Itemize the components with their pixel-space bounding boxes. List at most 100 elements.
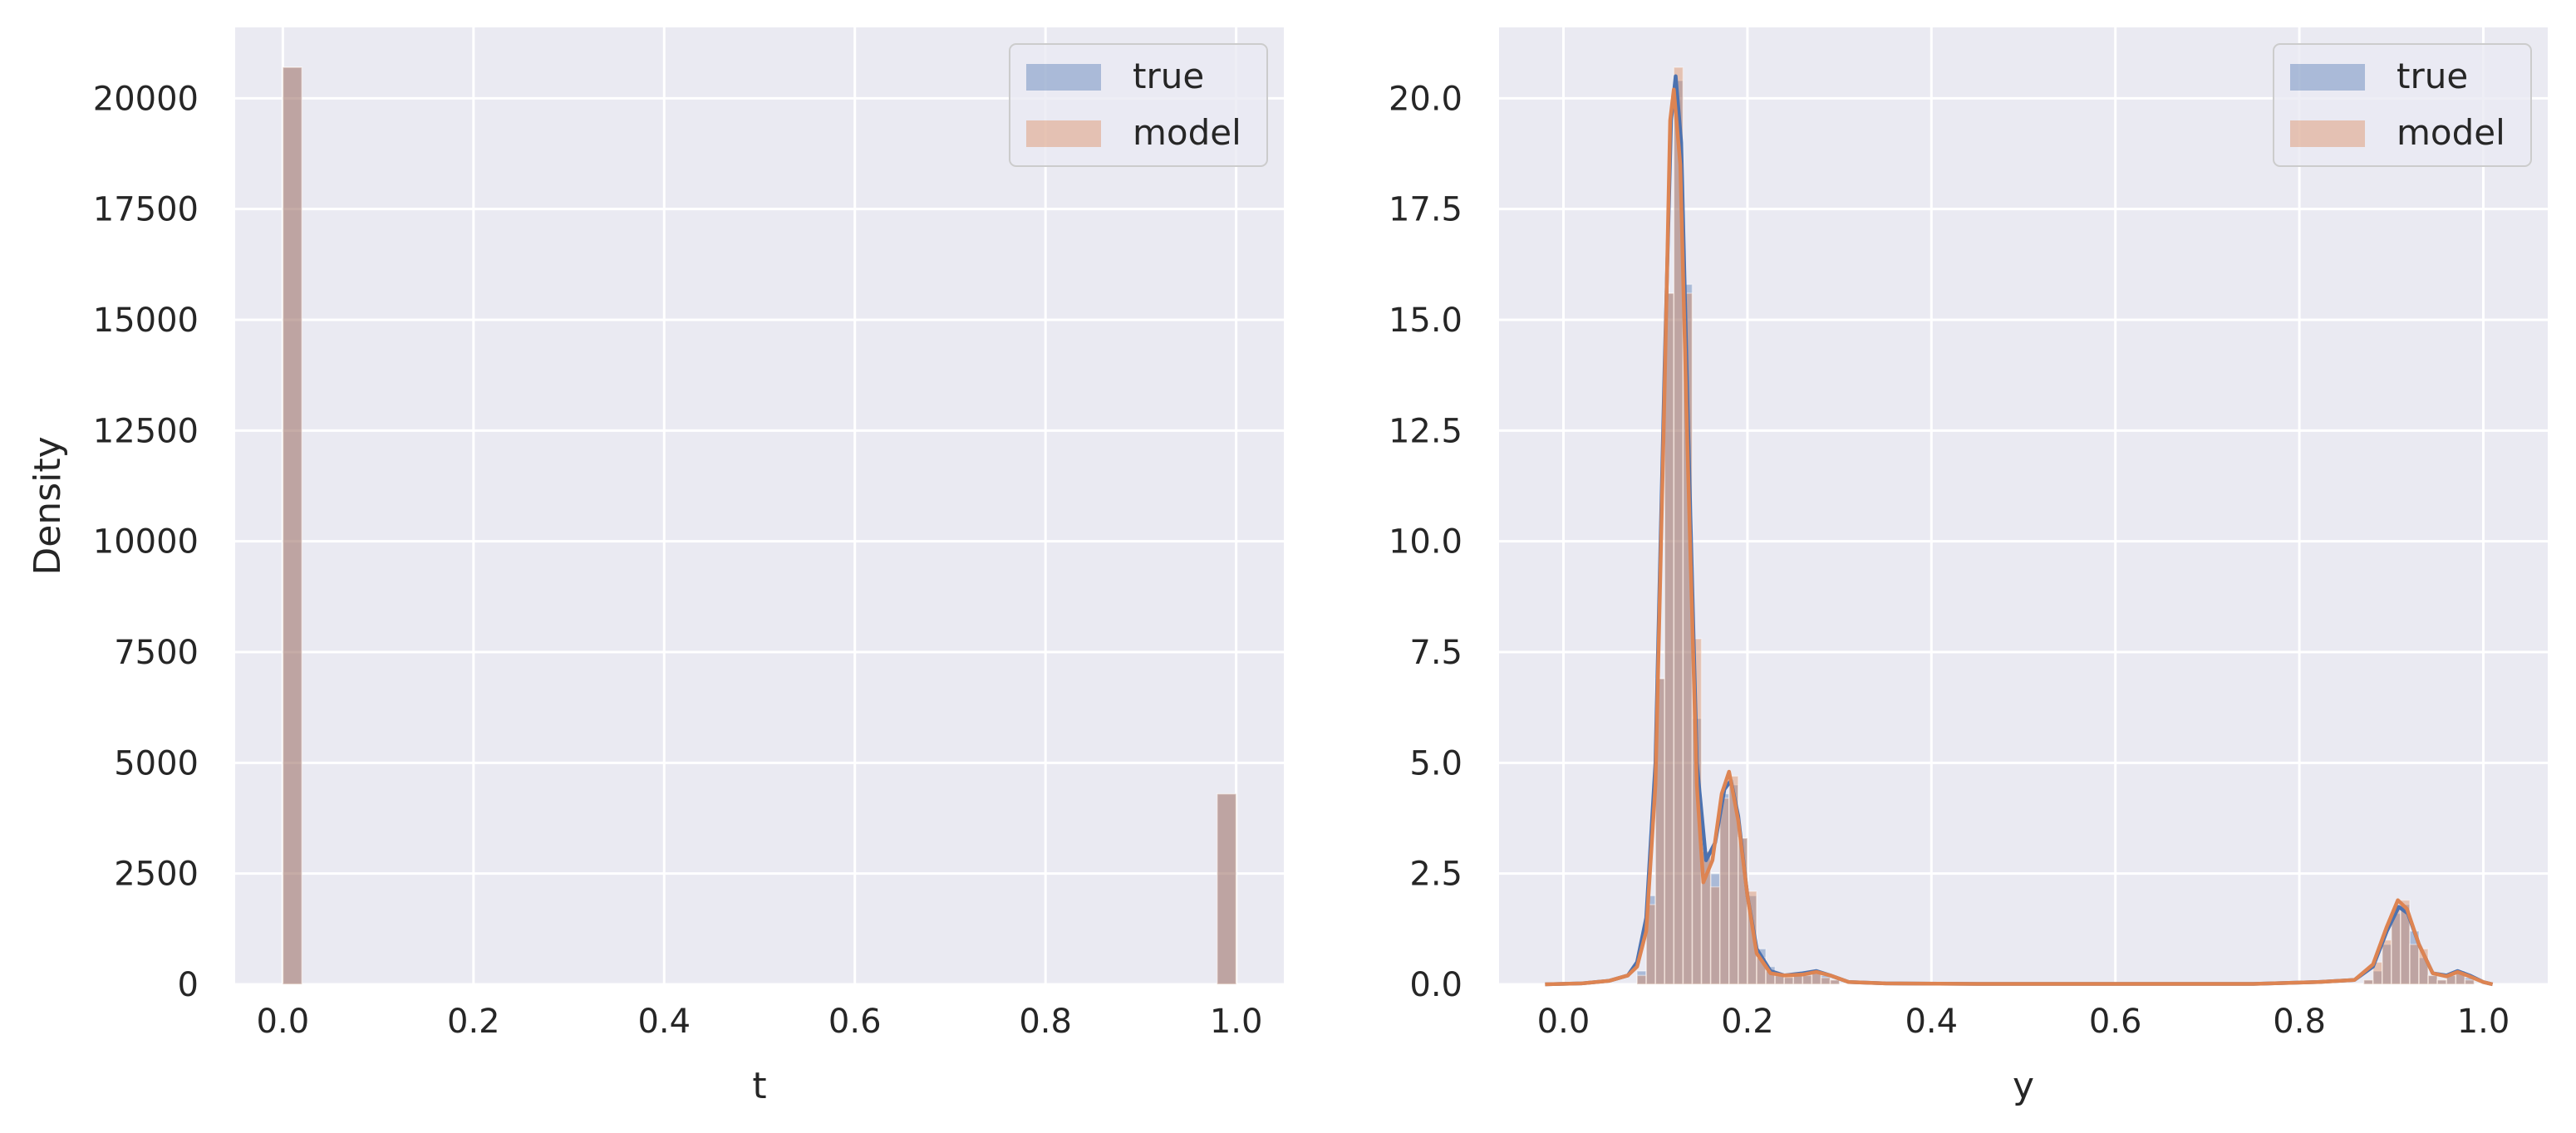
histogram-bar [2372,961,2383,985]
x-ticks: 0.0 0.2 0.4 0.6 0.8 1.0 [1537,1003,2510,1041]
series-model [1636,66,2475,985]
series-model [282,66,1237,985]
histogram-bar [1664,292,1675,985]
y-axis-label: Density [27,436,69,575]
y-ticks: 0.0 2.5 5.0 7.5 10.0 12.5 15.0 17.5 20.0 [1389,80,1463,1004]
legend-swatch-true [1026,64,1101,91]
gridlines [235,27,1284,986]
histogram-bar [1829,978,1841,985]
x-ticks: 0.0 0.2 0.4 0.6 0.8 1.0 [257,1003,1263,1041]
kde-line-model [1545,87,2494,987]
plot-background [235,27,1284,984]
histogram-bar [1645,895,1656,985]
x-tick-label: 0.2 [447,1003,500,1041]
histogram-bar [1636,974,1647,985]
legend-label-true: true [1133,56,1204,96]
y-tick-label: 15000 [93,302,199,340]
histogram-bar [2362,978,2374,985]
y-tick-label: 12.5 [1389,412,1463,450]
x-axis-label: y [2013,1065,2034,1107]
y-tick-label: 7500 [114,634,199,672]
y-tick-label: 2.5 [1409,856,1463,894]
y-tick-label: 10000 [93,523,199,562]
x-tick-label: 0.4 [1905,1003,1958,1041]
histogram-bar [1654,678,1666,985]
gridlines [1499,27,2548,986]
legend-swatch-true [2290,64,2365,91]
histogram-bar [1654,678,1666,985]
histogram-bar [1738,837,1748,985]
histogram-bar [1738,837,1748,985]
histogram-bar [1216,792,1237,985]
x-axis-label: t [752,1065,766,1107]
histogram-bar [1636,970,1647,985]
histogram-bar [2381,939,2392,985]
x-tick-label: 0.6 [828,1003,882,1041]
histogram-bar [1709,872,1721,985]
histogram-bar [2381,944,2392,985]
y-ticks: 0 2500 5000 7500 10000 12500 15000 17500 20000 [93,80,199,1004]
histogram-bar [2400,904,2411,985]
y-tick-label: 5.0 [1409,744,1463,782]
histogram-bar [1645,904,1656,985]
x-tick-label: 0.0 [257,1003,310,1041]
histogram-bar [2409,944,2420,985]
x-tick-label: 0.8 [2273,1003,2326,1041]
legend-label-true: true [2397,56,2468,96]
x-tick-label: 1.0 [1210,1003,1263,1041]
histogram-bar [2400,899,2411,985]
y-tick-label: 0.0 [1409,966,1463,1004]
histogram-bar [2427,974,2438,985]
legend-swatch-model [1026,120,1101,147]
y-tick-label: 12500 [93,412,199,450]
histogram-bar [2372,970,2383,985]
histogram-bar [282,66,303,985]
histogram-bar [1673,80,1684,985]
x-tick-label: 0.2 [1721,1003,1774,1041]
histogram-bar [1216,792,1237,985]
histogram-bar [1811,972,1822,985]
histogram-bar [2464,978,2475,985]
legend: true model [2273,43,2532,167]
histogram-bar [1783,977,1794,985]
series-true [1636,80,2475,985]
legend-box [1009,43,1268,167]
histogram-bar [2436,978,2447,985]
histogram-bar [1718,797,1730,985]
x-tick-label: 0.4 [637,1003,691,1041]
chart-panel-2: 0.0 0.2 0.4 0.6 0.8 1.0 0.0 2.5 5.0 7.5 10.0 12.5 15… [1389,27,2548,1107]
legend: true model [1009,43,1268,167]
y-tick-label: 7.5 [1409,634,1463,672]
legend-label-model: model [2397,112,2505,153]
histogram-bar [1829,978,1841,985]
y-tick-label: 15.0 [1389,302,1463,340]
x-tick-label: 0.0 [1537,1003,1590,1041]
histogram-bar [2427,974,2438,985]
chart-panel-1: 0.0 0.2 0.4 0.6 0.8 1.0 0 2500 5000 7500 10000 1250… [27,27,1284,1107]
y-tick-label: 20000 [93,80,199,118]
histogram-bar [2436,978,2447,985]
y-tick-label: 5000 [114,744,199,782]
histogram-bar [2362,978,2374,985]
histogram-bar [1664,292,1675,985]
histogram-bar [1709,885,1721,985]
histogram-bar [282,66,303,985]
x-tick-label: 1.0 [2457,1003,2510,1041]
y-tick-label: 10.0 [1389,523,1463,562]
histogram-bar [1673,66,1684,985]
y-tick-label: 17.5 [1389,191,1463,229]
y-tick-label: 20.0 [1389,80,1463,118]
y-tick-label: 0 [178,966,199,1004]
series-true [282,66,1237,985]
legend-swatch-model [2290,120,2365,147]
histogram-bar [1728,775,1739,985]
x-tick-label: 0.6 [2089,1003,2142,1041]
plot-background [1499,27,2548,984]
histogram-bar [1820,977,1831,985]
legend-box [2273,43,2532,167]
y-tick-label: 2500 [114,856,199,894]
legend-label-model: model [1133,112,1241,153]
y-tick-label: 17500 [93,191,199,229]
histogram-bar [1802,974,1813,985]
